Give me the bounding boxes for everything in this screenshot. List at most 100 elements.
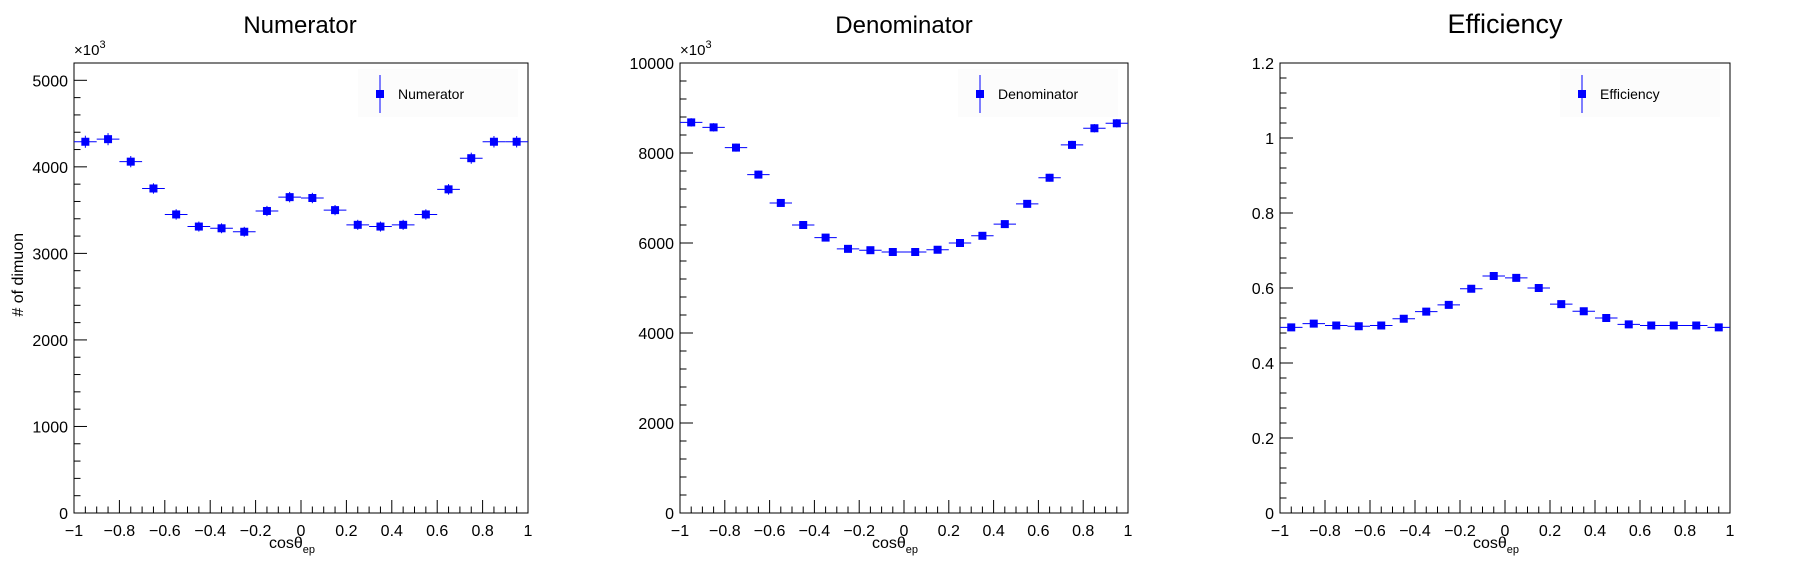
data-point — [489, 137, 498, 146]
legend-box — [958, 69, 1118, 117]
data-point — [1489, 272, 1498, 280]
data-point — [1624, 320, 1633, 329]
y-tick-label: 8000 — [638, 146, 674, 163]
x-axis-label: cosθep — [269, 535, 315, 556]
x-tick-label: −0.2 — [240, 523, 272, 540]
data-point — [1579, 307, 1588, 316]
x-tick-label: 0.8 — [1674, 523, 1696, 540]
data-point — [888, 248, 897, 256]
data-point — [194, 222, 203, 231]
y-tick-label: 3000 — [32, 246, 68, 263]
x-tick-label: 0.2 — [1539, 523, 1561, 540]
data-point — [1714, 323, 1723, 332]
y-tick-label: 2000 — [32, 333, 68, 350]
data-point — [376, 222, 385, 231]
x-tick-label: 0.6 — [1027, 523, 1049, 540]
y-tick-label: 6000 — [638, 236, 674, 253]
plot-frame — [679, 62, 1129, 514]
y-axis-label: # of dimuon — [10, 233, 27, 317]
x-tick-label: −0.8 — [1309, 523, 1341, 540]
x-tick-label: −1 — [1271, 523, 1289, 540]
x-tick-label: 0.8 — [1072, 523, 1094, 540]
data-point — [709, 123, 718, 132]
y-tick-label: 0.8 — [1252, 206, 1274, 223]
x-axis-label-main: cosθ — [872, 535, 906, 552]
data-point — [104, 135, 113, 144]
data-point — [240, 227, 249, 236]
data-point — [1669, 321, 1678, 330]
x-tick-label: 0.8 — [471, 523, 493, 540]
data-point — [1332, 321, 1341, 330]
x-tick-label: 1 — [524, 523, 533, 540]
chart-panel-3: Efficiency −1 −0.8 −0.6 −0.4 −0.2 0 0.2 0.4 0.6 0.… — [1252, 9, 1735, 556]
data-point — [1112, 119, 1121, 128]
data-point — [331, 206, 340, 215]
data-point — [1377, 321, 1386, 330]
x-tick-label: −0.4 — [799, 523, 831, 540]
data-point — [467, 154, 476, 163]
data-point — [353, 220, 362, 229]
data-point — [1422, 307, 1431, 316]
data-point — [1512, 273, 1521, 282]
y-tick-label: 0.2 — [1252, 431, 1274, 448]
data-point — [776, 198, 785, 207]
x-axis-label-sub: ep — [906, 544, 918, 556]
data-point — [1000, 220, 1009, 229]
x-tick-label: −0.8 — [104, 523, 136, 540]
x-axis-label: cosθep — [872, 535, 918, 556]
data-point — [956, 239, 964, 247]
legend-label: Efficiency — [1600, 86, 1660, 102]
data-point — [444, 185, 453, 194]
data-point — [1692, 321, 1701, 330]
x-tick-label: 0.2 — [335, 523, 357, 540]
x-tick-label: −0.6 — [149, 523, 181, 540]
chart-panel-2: Denominator −1 −0.8 −0.6 −0.4 −0.2 0 0.2 0.4 0.6 0… — [630, 12, 1133, 556]
y-tick-label: 1 — [1265, 131, 1274, 148]
x-tick-label: 1 — [1124, 523, 1133, 540]
x-tick-label: −1 — [671, 523, 689, 540]
x-tick-label: −0.6 — [1354, 523, 1386, 540]
data-point — [1647, 321, 1656, 330]
data-point — [844, 244, 852, 253]
data-point — [687, 118, 696, 127]
data-point — [421, 210, 430, 219]
data-point — [754, 170, 763, 179]
data-point — [732, 143, 740, 152]
data-point — [1602, 314, 1611, 322]
x-tick-label: 0 — [297, 523, 306, 540]
x-axis-label-sub: ep — [1507, 544, 1519, 556]
x-tick-label: 1 — [1726, 523, 1735, 540]
x-tick-label: −1 — [65, 523, 83, 540]
x-axis-label-sub: ep — [303, 544, 315, 556]
y-tick-label: 0 — [665, 506, 674, 523]
legend-label: Numerator — [398, 86, 464, 102]
data-point — [933, 245, 942, 254]
exponent-base: ×10 — [74, 42, 99, 59]
y-tick-label: 2000 — [638, 416, 674, 433]
exponent-power: 3 — [705, 39, 711, 51]
x-tick-label: −0.6 — [754, 523, 786, 540]
y-tick-label: 5000 — [32, 73, 68, 90]
data-point — [1399, 314, 1408, 323]
y-tick-label: 4000 — [638, 326, 674, 343]
x-tick-label: 0.4 — [982, 523, 1004, 540]
data-point — [1534, 284, 1543, 292]
legend-box — [358, 69, 518, 117]
data-point — [172, 210, 181, 219]
x-axis-label: cosθep — [1473, 535, 1519, 556]
data-point — [1444, 300, 1453, 309]
x-tick-label: −0.2 — [843, 523, 875, 540]
x-tick-label: 0.2 — [938, 523, 960, 540]
legend-marker — [1578, 90, 1586, 98]
data-point — [1090, 124, 1099, 133]
y-exponent-label: ×103 — [680, 39, 712, 59]
y-tick-label: 0.4 — [1252, 356, 1274, 373]
data-point — [285, 193, 294, 202]
legend-label: Denominator — [998, 86, 1078, 102]
exponent-base: ×10 — [680, 42, 705, 59]
chart-title: Efficiency — [1447, 9, 1563, 39]
y-tick-label: 1000 — [32, 419, 68, 436]
data-point — [799, 221, 808, 229]
y-tick-label: 1.2 — [1252, 56, 1274, 73]
